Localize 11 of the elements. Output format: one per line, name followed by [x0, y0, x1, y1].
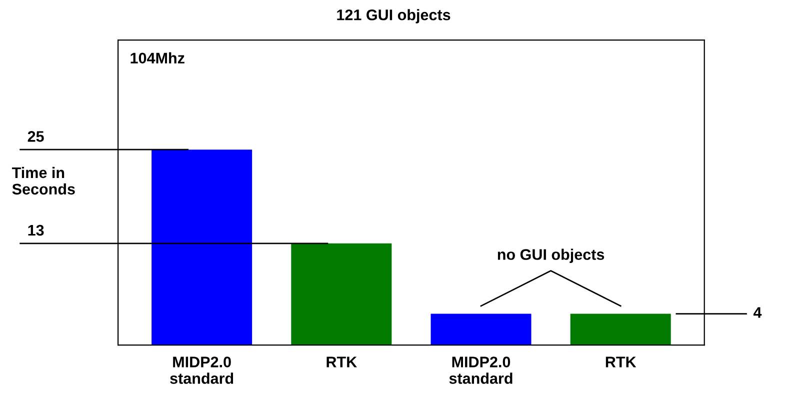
y-axis-title: Time in Seconds: [12, 166, 75, 195]
x-tick-label: RTK: [606, 356, 636, 368]
x-tick-label: RTK: [326, 356, 357, 368]
ref-line-label: 4: [753, 307, 762, 318]
chart-title: 121 GUI objects: [337, 9, 450, 24]
annotation: no GUI objects: [498, 248, 604, 263]
x-tick-label: MIDP2.0 standard: [170, 356, 234, 384]
x-tick-label: MIDP2.0 standard: [449, 356, 512, 384]
ref-line-label: 13: [28, 224, 44, 236]
ref-line-label: 25: [28, 131, 44, 142]
annotation: 104Mhz: [130, 52, 184, 64]
